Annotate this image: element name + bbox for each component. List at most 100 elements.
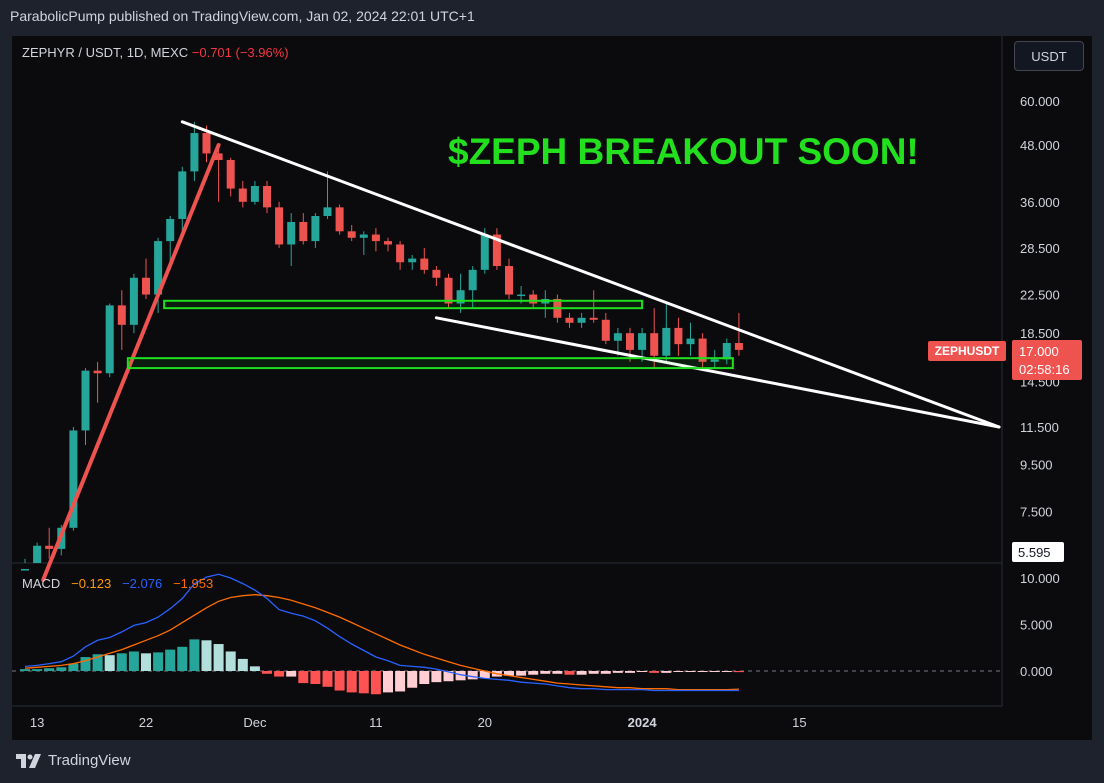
footer: TradingView	[16, 752, 131, 769]
candle	[93, 361, 102, 403]
candle	[662, 303, 671, 362]
macd-histogram-bar	[237, 658, 248, 671]
price-tick-label: 60.000	[1020, 94, 1060, 109]
candle	[154, 237, 163, 313]
macd-histogram-bar	[431, 671, 442, 683]
candle-body	[166, 218, 175, 242]
chart-frame[interactable]: 60.000 48.000 36.000 28.500 22.500 18.500 14.5…	[12, 36, 1092, 740]
macd-histogram-bar	[467, 671, 478, 680]
candle-body	[238, 188, 247, 202]
chart-canvas[interactable]: 60.00048.00036.00028.50022.50018.50014.5…	[12, 36, 1092, 740]
candle	[347, 225, 356, 242]
macd-histogram-bar	[56, 667, 67, 671]
candle	[263, 181, 271, 214]
macd-line-value: −2.076	[122, 576, 163, 591]
price-tick-label: 22.500	[1020, 288, 1060, 303]
candle-body	[589, 317, 598, 320]
price-tick-label: 7.500	[1020, 504, 1053, 519]
candle-body	[396, 244, 405, 263]
macd-tick-label: 10.000	[1020, 571, 1060, 586]
candle-body	[444, 277, 453, 304]
candle-body	[686, 338, 695, 345]
time-tick-label: Dec	[243, 715, 267, 730]
candle-body	[33, 545, 42, 563]
macd-histogram-bar	[697, 671, 708, 672]
candle	[722, 338, 731, 365]
macd-histogram-bar	[189, 639, 200, 671]
candle	[589, 290, 598, 323]
candle-body	[202, 133, 211, 154]
price-tag-value: 17.000	[1019, 344, 1059, 359]
candle	[178, 166, 187, 232]
macd-histogram-bar	[298, 671, 309, 684]
candle	[601, 312, 610, 345]
macd-histogram-bar	[649, 671, 660, 673]
symbol-tag-text: ZEPHUSDT	[935, 344, 1000, 358]
candle-body	[674, 327, 683, 345]
macd-histogram-bar	[370, 671, 381, 695]
macd-tick-label: 5.000	[1020, 618, 1053, 633]
candle-body	[722, 343, 731, 360]
macd-histogram-bar	[383, 671, 393, 693]
candle-body	[129, 277, 138, 325]
candle-body	[275, 207, 284, 245]
macd-histogram-bar	[395, 671, 406, 692]
macd-histogram-bar	[552, 671, 563, 674]
candle	[190, 121, 199, 182]
macd-histogram-bar	[20, 669, 30, 671]
macd-histogram-bar	[274, 671, 285, 677]
resistance-zone	[163, 299, 644, 310]
time-tick-label: 20	[478, 715, 492, 730]
macd-histogram-bar	[528, 671, 539, 675]
candle-body	[734, 343, 743, 350]
candle-body	[263, 186, 271, 208]
macd-histogram-bar	[80, 657, 91, 671]
macd-histogram-bar	[213, 644, 224, 671]
candle-body	[529, 294, 538, 304]
macd-histogram-bar	[225, 651, 236, 671]
macd-histogram-bar	[685, 671, 696, 672]
symbol-header: ZEPHYR / USDT, 1D, MEXC −0.701 (−3.96%)	[22, 45, 289, 60]
support-zone	[126, 357, 734, 370]
candle	[33, 542, 42, 563]
price-tick-label: 18.500	[1020, 326, 1060, 341]
time-tick-label: 15	[792, 715, 806, 730]
candle	[529, 290, 538, 309]
candle	[408, 254, 417, 270]
candle	[129, 273, 138, 334]
low-tag	[1012, 542, 1064, 562]
candle	[565, 312, 574, 328]
candle	[287, 213, 296, 267]
candle	[45, 527, 54, 559]
candle	[371, 228, 380, 252]
candle-body	[359, 234, 368, 238]
candle	[420, 247, 429, 274]
candle-body	[371, 234, 380, 242]
candle	[505, 258, 513, 299]
price-tick-label: 9.500	[1020, 458, 1053, 473]
candle-body	[638, 333, 647, 350]
candle-body	[93, 370, 102, 374]
candle-body	[69, 430, 78, 528]
macd-histogram-bar	[92, 654, 103, 671]
time-tick-label: 22	[139, 715, 153, 730]
macd-histogram-bar	[709, 671, 720, 672]
macd-histogram-bar	[419, 671, 430, 685]
drawings	[41, 120, 1001, 582]
macd-histogram-bar	[44, 668, 55, 671]
annotation-text: $ZEPH BREAKOUT SOON!	[448, 131, 919, 172]
candles	[21, 121, 743, 571]
candle	[117, 290, 126, 350]
price-change: −0.701 (−3.96%)	[191, 45, 289, 60]
macd-histogram-bar	[128, 651, 139, 671]
candle-body	[142, 277, 150, 295]
symbol-tag	[928, 341, 1006, 361]
macd-histogram-bar	[286, 671, 297, 677]
candle-body	[577, 317, 586, 323]
candle-body	[21, 568, 29, 571]
currency-button[interactable]: USDT	[1014, 41, 1084, 71]
macd-histogram-bar	[576, 671, 587, 675]
macd-histogram-bar	[262, 671, 272, 674]
macd-tick-label: 0.000	[1020, 664, 1053, 679]
candle-body	[190, 133, 199, 172]
